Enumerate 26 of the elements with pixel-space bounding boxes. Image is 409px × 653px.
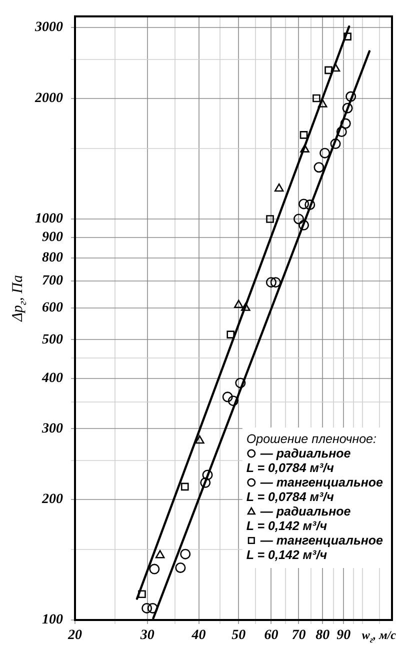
- y-tick-label: 600: [42, 300, 63, 316]
- x-tick-label: 20: [67, 628, 82, 644]
- legend-title: Орошение пленочное:: [246, 432, 376, 446]
- x-tick-label: 60: [264, 628, 278, 644]
- y-tick-label: 500: [42, 332, 63, 348]
- y-tick-label: 200: [41, 492, 63, 507]
- legend-label: — радиальное L = 0,142 м³/ч: [246, 504, 351, 533]
- legend-label: — радиальное L = 0,0784 м³/ч: [246, 446, 351, 475]
- legend-label: — тангенциальное L = 0,142 м³/ч: [246, 534, 384, 562]
- y-tick-label: 700: [42, 274, 63, 289]
- x-tick-label: 90: [336, 628, 351, 644]
- y-tick-label: 300: [41, 421, 63, 436]
- y-tick-label: 2000: [34, 90, 63, 106]
- x-tick-label: 50: [232, 628, 246, 644]
- y-tick-label: 400: [41, 371, 63, 386]
- y-tick-label: 3000: [34, 20, 63, 36]
- x-tick-label: 40: [190, 628, 206, 644]
- y-tick-label: 800: [42, 250, 63, 266]
- y-tick-label: 100: [42, 612, 63, 628]
- x-tick-label: 30: [139, 628, 154, 644]
- y-tick-label: 1000: [35, 212, 63, 227]
- y-tick-label: 900: [42, 230, 63, 245]
- y-axis-title: Δpг, Па: [10, 275, 30, 322]
- x-tick-label: 80: [316, 628, 330, 644]
- legend-label: — тангенциальное L = 0,0784 м³/ч: [246, 476, 384, 504]
- x-tick-label: 70: [292, 628, 306, 644]
